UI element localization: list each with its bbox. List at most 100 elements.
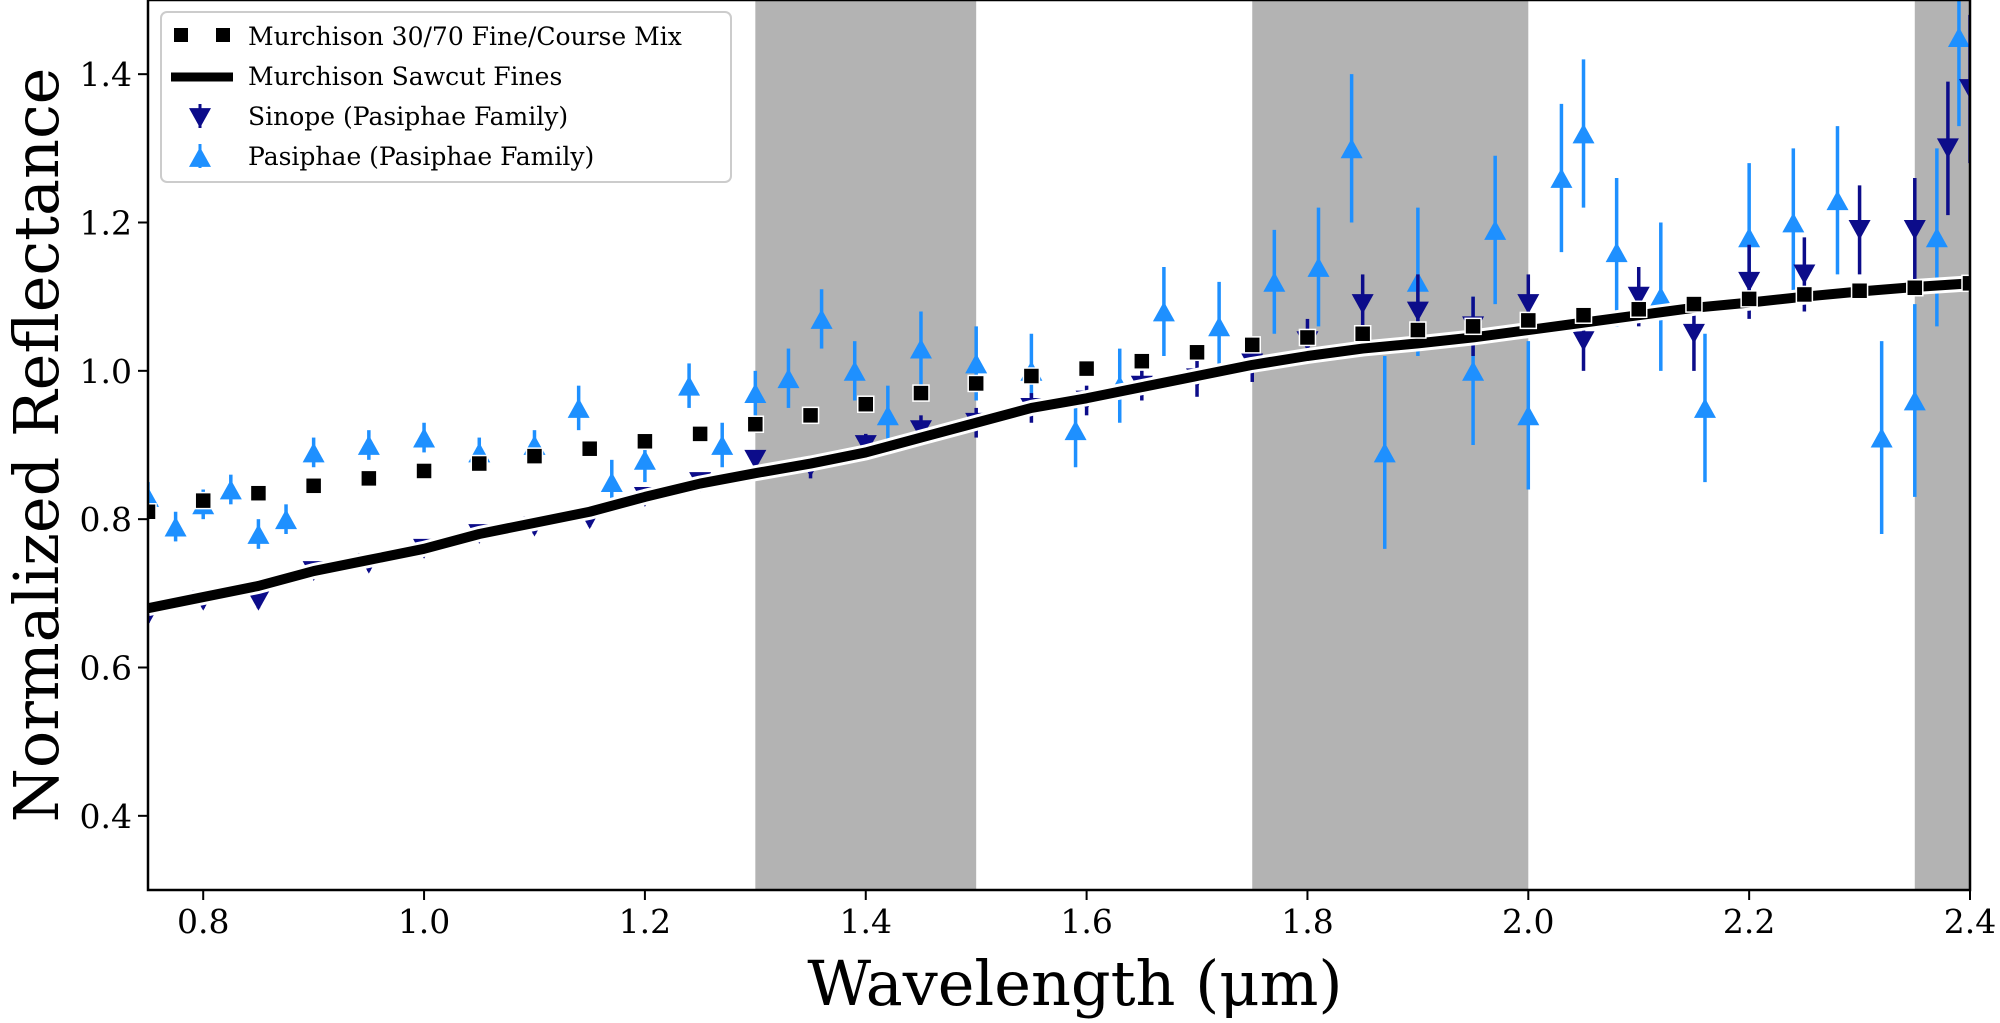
pasiphae-point bbox=[633, 449, 656, 470]
pasiphae-point bbox=[1517, 405, 1540, 426]
pasiphae-point bbox=[600, 472, 623, 492]
pasiphae-point bbox=[1373, 442, 1396, 463]
mix-point bbox=[1077, 359, 1096, 378]
pasiphae-point bbox=[275, 509, 298, 530]
pasiphae-point bbox=[1263, 271, 1286, 292]
mix-point bbox=[249, 484, 268, 502]
pasiphae-point bbox=[876, 405, 899, 426]
sinope-point bbox=[744, 449, 767, 470]
x-axis-title: Wavelength (μm) bbox=[807, 947, 1342, 1020]
pasiphae-point bbox=[413, 427, 436, 448]
pasiphae-point bbox=[1693, 398, 1716, 418]
mix-point bbox=[912, 384, 930, 402]
pasiphae-point bbox=[1605, 242, 1628, 263]
mix-point bbox=[967, 374, 985, 393]
pasiphae-point bbox=[1782, 212, 1805, 233]
mix-point bbox=[1353, 325, 1372, 343]
pasiphae-point bbox=[1462, 360, 1485, 381]
mix-point bbox=[1243, 336, 1261, 354]
legend-swatch-pasiphae bbox=[189, 147, 211, 167]
pasiphae-point bbox=[810, 309, 833, 329]
sinope-point bbox=[1682, 323, 1705, 344]
legend-label-mix: Murchison 30/70 Fine/Course Mix bbox=[248, 22, 682, 51]
mix-point bbox=[1022, 367, 1041, 385]
pasiphae-point bbox=[744, 383, 767, 403]
pasiphae-point bbox=[1064, 420, 1087, 441]
sawcut-line bbox=[148, 278, 1970, 614]
y-tick-label: 1.0 bbox=[80, 352, 132, 391]
x-tick-label: 0.8 bbox=[177, 902, 229, 941]
pasiphae-point bbox=[909, 338, 932, 359]
pasiphae-point bbox=[843, 360, 866, 381]
pasiphae-point bbox=[1870, 427, 1893, 448]
sinope-point bbox=[1848, 220, 1871, 240]
x-tick-label: 2.0 bbox=[1502, 902, 1554, 941]
sinope-point bbox=[1936, 138, 1959, 159]
mix-point bbox=[148, 503, 157, 521]
mix-point bbox=[415, 462, 433, 480]
pasiphae-point bbox=[678, 375, 701, 396]
pasiphae-point bbox=[1307, 257, 1330, 277]
pasiphae-point bbox=[1550, 168, 1573, 188]
mix-point bbox=[360, 469, 378, 488]
sinope-point bbox=[1793, 264, 1816, 285]
x-axis-ticks: 0.8 1.0 1.2 1.4 1.6 1.8 2.0 2.2 2.4 bbox=[177, 890, 1996, 941]
sinope-point bbox=[247, 590, 270, 611]
legend-label-pasiphae: Pasiphae (Pasiphae Family) bbox=[248, 142, 594, 171]
pasiphae-point bbox=[148, 487, 159, 507]
mix-point bbox=[1906, 279, 1924, 297]
series-pasiphae bbox=[148, 0, 1970, 549]
x-tick-label: 1.4 bbox=[840, 902, 892, 941]
legend-swatch-sinope bbox=[189, 108, 211, 128]
mix-point bbox=[304, 477, 323, 495]
series-layer bbox=[148, 0, 1970, 626]
mix-point bbox=[1795, 285, 1814, 304]
sinope-point bbox=[1572, 331, 1595, 352]
mix-point bbox=[636, 432, 654, 451]
pasiphae-point bbox=[1340, 138, 1363, 159]
mix-point bbox=[194, 491, 212, 510]
mix-point bbox=[1188, 343, 1206, 362]
pasiphae-point bbox=[711, 435, 734, 455]
pasiphae-point bbox=[1572, 123, 1595, 144]
x-tick-label: 1.6 bbox=[1060, 902, 1112, 941]
mix-point bbox=[525, 447, 544, 465]
mix-point bbox=[801, 406, 820, 425]
y-tick-label: 0.4 bbox=[80, 797, 132, 836]
mix-point bbox=[1464, 317, 1482, 336]
mix-point bbox=[1409, 321, 1427, 339]
pasiphae-point bbox=[965, 353, 988, 374]
mix-point bbox=[1850, 281, 1869, 300]
x-tick-label: 2.4 bbox=[1944, 902, 1996, 941]
sinope-point bbox=[1351, 294, 1374, 314]
mix-point bbox=[580, 439, 599, 458]
pasiphae-point bbox=[1738, 227, 1761, 248]
mix-point bbox=[1961, 274, 1970, 293]
pasiphae-point bbox=[302, 442, 325, 463]
legend-label-sinope: Sinope (Pasiphae Family) bbox=[248, 102, 568, 131]
pasiphae-point bbox=[567, 398, 590, 418]
mix-point bbox=[470, 454, 489, 473]
x-tick-label: 1.0 bbox=[398, 902, 450, 941]
pasiphae-point bbox=[1484, 220, 1507, 240]
sinope-point bbox=[1738, 271, 1761, 292]
pasiphae-point bbox=[777, 368, 800, 389]
mix-point bbox=[1298, 328, 1317, 347]
legend-swatches bbox=[171, 28, 233, 168]
x-tick-label: 2.2 bbox=[1723, 902, 1775, 941]
pasiphae-point bbox=[1903, 390, 1926, 411]
mix-point bbox=[1740, 290, 1758, 308]
mix-point bbox=[1133, 352, 1151, 370]
x-tick-label: 1.8 bbox=[1281, 902, 1333, 941]
series-mix bbox=[148, 274, 1970, 521]
pasiphae-point bbox=[1947, 27, 1970, 47]
legend-swatch-mix-a bbox=[174, 28, 188, 42]
sinope-point bbox=[1517, 294, 1540, 314]
y-axis-ticks: 0.4 0.6 0.8 1.0 1.2 1.4 bbox=[80, 55, 148, 836]
y-tick-label: 0.6 bbox=[80, 649, 132, 688]
pasiphae-point bbox=[247, 524, 270, 544]
mix-point bbox=[857, 395, 875, 413]
sinope-point bbox=[1903, 220, 1926, 240]
pasiphae-point bbox=[1208, 316, 1231, 337]
